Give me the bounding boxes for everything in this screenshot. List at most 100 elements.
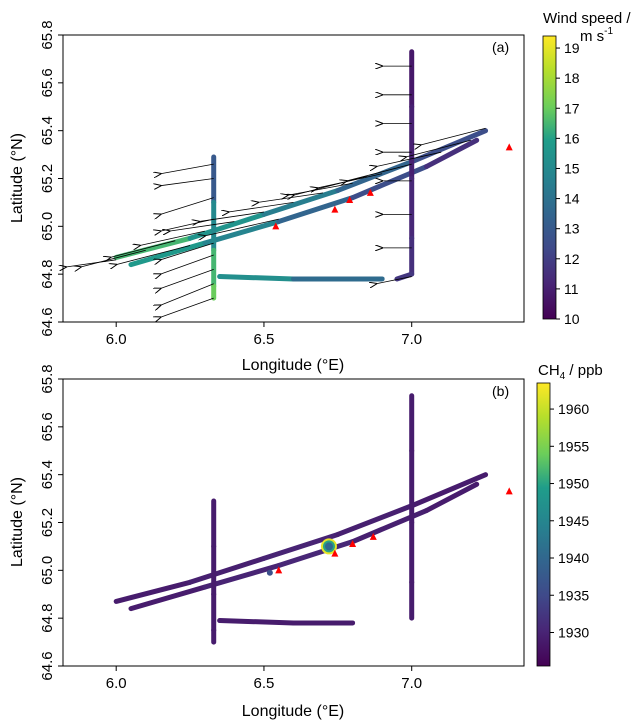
colorbar-tick-label: 1935: [558, 587, 589, 603]
panel-b-y-axis-label: Latitude (°N): [9, 477, 26, 567]
colorbar-tick-label: 11: [564, 281, 579, 297]
y-tick-label: 65.8: [39, 364, 56, 393]
colorbar-tick-label: 1950: [558, 476, 589, 492]
x-tick-label: 7.0: [401, 675, 422, 692]
y-tick-label: 65.0: [39, 556, 56, 585]
wind-arrow: [81, 249, 146, 267]
wind-arrow: [376, 276, 412, 284]
panel-a-y-axis-label: Latitude (°N): [9, 133, 26, 223]
wind-arrow: [421, 127, 486, 145]
colorbar-tick-label: 1955: [558, 438, 589, 454]
colorbar-tick-label: 1945: [558, 513, 589, 529]
colorbar-tick-label: 13: [564, 221, 580, 237]
y-tick-label: 65.0: [39, 212, 56, 241]
colorbar-tick-label: 17: [564, 100, 580, 116]
panel-a-colorbar-title-line2: m s-1: [580, 26, 614, 45]
panel-b-hotspots: [266, 538, 337, 576]
colorbar-tick-label: 18: [564, 70, 580, 86]
wind-arrow: [66, 259, 117, 267]
track-segment-south-leg: [217, 618, 296, 626]
red-triangle-marker: [346, 196, 354, 204]
track-segment-leg2: [276, 539, 356, 569]
wind-arrow: [116, 245, 191, 264]
wind-arrow: [161, 242, 214, 260]
red-triangle-marker: [505, 143, 513, 151]
wind-arrow: [110, 240, 176, 258]
y-tick-label: 65.4: [39, 460, 56, 489]
track-segment-leg2: [128, 584, 208, 612]
panel-a-x-ticks: 6.0 6.5 7.0: [106, 322, 422, 348]
colorbar-tick-label: 1940: [558, 550, 589, 566]
wind-arrow: [161, 163, 214, 174]
panel-b-colorbar: [536, 382, 551, 667]
panel-a-x-axis-label: Longitude (°E): [242, 357, 344, 374]
panel-a-red-markers: [272, 143, 513, 230]
red-triangle-marker: [366, 188, 374, 196]
track-segment-leg2: [202, 563, 282, 590]
track-segment-leg1: [335, 503, 415, 537]
panel-b-flight-track: [113, 393, 489, 645]
ch4-hotspot: [266, 569, 273, 576]
y-tick-label: 64.8: [39, 260, 56, 289]
panel-a-colorbar-title-line1: Wind speed /: [543, 10, 631, 27]
track-segment-leg2: [128, 240, 208, 268]
colorbar-tick-label: 10: [564, 311, 580, 327]
panel-b-y-ticks: 64.6 64.8 65.0 65.2 65.4 65.6 65.8: [39, 364, 63, 681]
colorbar-tick-label: 1930: [558, 624, 589, 640]
panel-b-colorbar-sub: 4: [560, 371, 566, 382]
track-segment-leg2: [276, 195, 356, 225]
panel-a: (a) 6.0 6.5 7.0 64.6 64.8 65.0 65.2 65.4 65.6 65…: [9, 10, 631, 374]
ch4-hotspot: [324, 542, 333, 551]
red-triangle-marker: [331, 549, 339, 557]
wind-arrow: [376, 151, 442, 166]
red-triangle-marker: [275, 566, 283, 574]
wind-arrow: [161, 297, 214, 317]
red-triangle-marker: [272, 222, 280, 230]
x-tick-label: 6.0: [106, 675, 127, 692]
y-tick-label: 64.8: [39, 604, 56, 633]
track-segment-south-leg: [217, 274, 296, 282]
panel-a-colorbar-unit-sup: -1: [604, 26, 613, 37]
track-segment-leg1: [113, 235, 193, 260]
panel-a-colorbar-ticks: 10 11 12 13 14 15 16 17 18 19: [556, 40, 580, 327]
panel-a-flight-track: [113, 49, 489, 301]
y-tick-label: 65.8: [39, 20, 56, 49]
panel-b-colorbar-unit: / ppb: [565, 362, 603, 379]
red-triangle-marker: [349, 540, 357, 548]
wind-arrow: [199, 211, 265, 222]
colorbar-tick-label: 1960: [558, 401, 589, 417]
red-triangle-marker: [505, 487, 513, 495]
y-tick-label: 65.6: [39, 412, 56, 441]
x-tick-label: 6.5: [254, 331, 275, 348]
wind-arrow: [161, 254, 214, 274]
colorbar-tick-label: 19: [564, 40, 580, 56]
wind-arrow: [140, 230, 205, 245]
wind-arrow: [294, 175, 368, 195]
x-tick-label: 6.0: [106, 331, 127, 348]
track-segment-leg1: [187, 555, 267, 585]
panel-a-colorbar: [542, 35, 557, 320]
track-segment-leg2: [423, 137, 480, 170]
panel-b-label: (b): [492, 383, 509, 399]
y-tick-label: 65.4: [39, 116, 56, 145]
red-triangle-marker: [331, 205, 339, 213]
track-segment-leg1: [335, 159, 415, 193]
y-tick-label: 65.2: [39, 508, 56, 537]
panel-b-red-markers: [275, 487, 513, 574]
y-tick-label: 65.6: [39, 68, 56, 97]
colorbar-tick-label: 16: [564, 130, 580, 146]
wind-arrow: [161, 197, 214, 215]
panel-a-colorbar-unit: m s: [580, 28, 604, 45]
track-segment-leg1: [113, 579, 193, 604]
track-segment-vertical-east: [394, 271, 415, 282]
x-tick-label: 7.0: [401, 331, 422, 348]
wind-arrow: [161, 178, 214, 186]
wind-arrow: [161, 269, 214, 288]
red-triangle-marker: [369, 532, 377, 540]
panel-b: (b) 6.0 6.5 7.0 64.6 64.8 65.0 65.2 65.4 65.6 65…: [9, 362, 603, 720]
colorbar-tick-label: 12: [564, 251, 580, 267]
track-segment-leg2: [202, 219, 282, 246]
wind-arrow: [161, 283, 214, 306]
y-tick-label: 65.2: [39, 164, 56, 193]
